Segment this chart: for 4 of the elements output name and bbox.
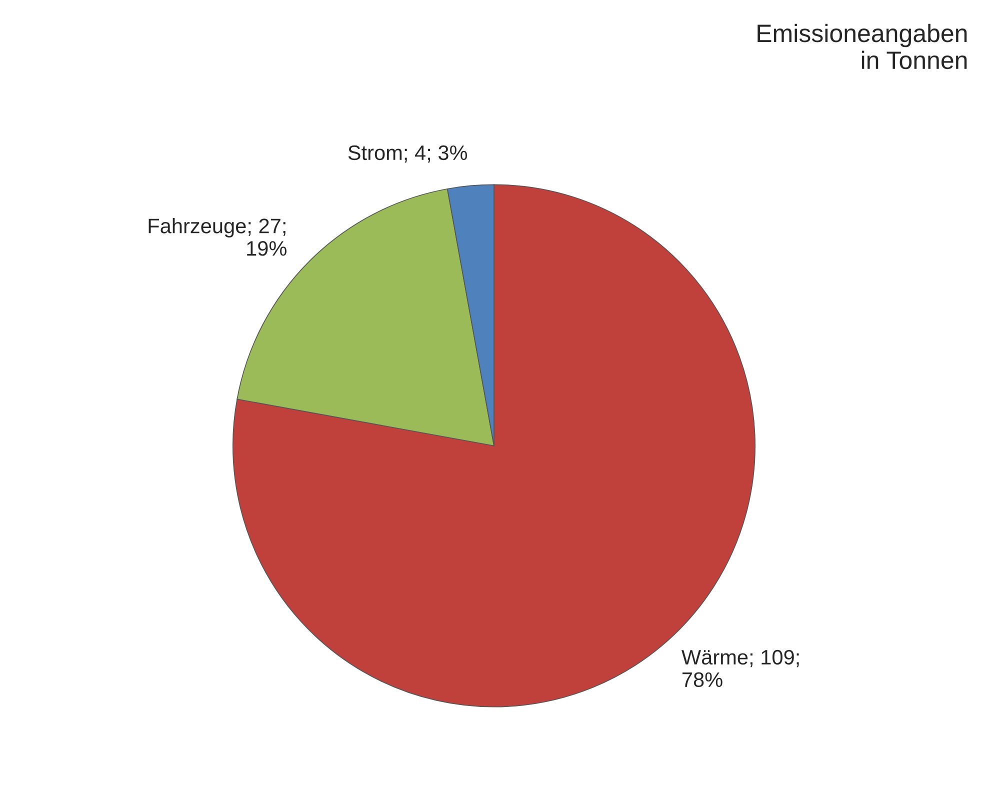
slice-label: Fahrzeuge; 27; 19% [148, 218, 286, 256]
slice-label: Strom; 4; 3% [348, 145, 468, 163]
text: Emissioneangaben in Tonnen [758, 24, 967, 70]
slice-label: Wärme; 109; 78% [681, 650, 799, 688]
